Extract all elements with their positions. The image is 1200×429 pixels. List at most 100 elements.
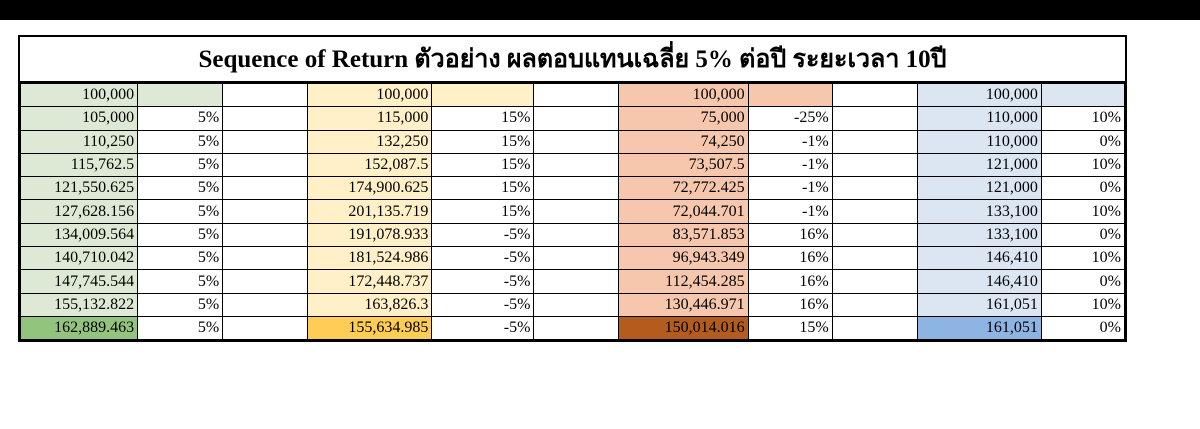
spacer-cell — [831, 106, 918, 131]
spacer-cell — [222, 106, 309, 131]
spacer-cell — [831, 152, 918, 178]
yellow-rate-cell: -5% — [431, 222, 535, 248]
blue-rate-cell: 0% — [1040, 129, 1126, 154]
yellow-value-cell: 191,078.933 — [307, 222, 433, 248]
green-value-cell: 105,000 — [19, 106, 139, 131]
data-grid: 100,000 100,000 100,000 100,000 105,000 5% 115… — [19, 82, 1126, 341]
blue-rate-cell: 0% — [1040, 222, 1126, 248]
orange-value-cell: 72,772.425 — [618, 176, 749, 201]
spacer-cell — [533, 152, 620, 178]
orange-rate-cell: -25% — [747, 106, 833, 131]
yellow-rate-cell: 15% — [431, 199, 535, 224]
spreadsheet-table: Sequence of Return ตัวอย่าง ผลตอบแทนเฉลี… — [18, 35, 1127, 343]
spacer-cell — [533, 106, 620, 131]
spacer-cell — [222, 152, 309, 178]
yellow-rate-cell: -5% — [431, 269, 535, 294]
spacer-cell — [222, 199, 309, 224]
orange-rate-cell — [747, 82, 833, 108]
table-row: 127,628.156 5% 201,135.719 15% 72,044.701 -1%… — [19, 199, 1126, 224]
table-row: 105,000 5% 115,000 15% 75,000 -25% 110,000 10% — [19, 106, 1126, 131]
orange-rate-cell: -1% — [747, 129, 833, 154]
blue-value-cell: 121,000 — [916, 152, 1042, 178]
green-rate-cell: 5% — [137, 152, 224, 178]
green-value-cell: 121,550.625 — [19, 176, 139, 201]
orange-rate-cell: 15% — [747, 315, 833, 341]
yellow-value-cell: 132,250 — [307, 129, 433, 154]
yellow-rate-cell: 15% — [431, 106, 535, 131]
spacer-cell — [533, 129, 620, 154]
table-row: 115,762.5 5% 152,087.5 15% 73,507.5 -1% 121,00… — [19, 152, 1126, 178]
table-row: 155,132.822 5% 163,826.3 -5% 130,446.971 16% 1… — [19, 292, 1126, 317]
green-value-cell: 162,889.463 — [19, 315, 139, 341]
green-rate-cell: 5% — [137, 129, 224, 154]
green-rate-cell: 5% — [137, 176, 224, 201]
spacer-cell — [831, 199, 918, 224]
green-value-cell: 134,009.564 — [19, 222, 139, 248]
spacer-cell — [533, 315, 620, 341]
green-value-cell: 147,745.544 — [19, 269, 139, 294]
yellow-rate-cell: -5% — [431, 315, 535, 341]
blue-rate-cell: 0% — [1040, 176, 1126, 201]
orange-value-cell: 112,454.285 — [618, 269, 749, 294]
orange-rate-cell: -1% — [747, 176, 833, 201]
spacer-cell — [831, 222, 918, 248]
table-row: 121,550.625 5% 174,900.625 15% 72,772.425 -1%… — [19, 176, 1126, 201]
spacer-cell — [533, 199, 620, 224]
spacer-cell — [533, 269, 620, 294]
blue-value-cell: 110,000 — [916, 129, 1042, 154]
blue-value-cell: 133,100 — [916, 222, 1042, 248]
yellow-rate-cell: 15% — [431, 152, 535, 178]
table-row: 140,710.042 5% 181,524.986 -5% 96,943.349 16%… — [19, 246, 1126, 271]
table-row: 134,009.564 5% 191,078.933 -5% 83,571.853 16%… — [19, 222, 1126, 248]
table-row: 147,745.544 5% 172,448.737 -5% 112,454.285 16… — [19, 269, 1126, 294]
green-value-cell: 155,132.822 — [19, 292, 139, 317]
green-rate-cell: 5% — [137, 246, 224, 271]
green-value-cell: 127,628.156 — [19, 199, 139, 224]
orange-rate-cell: -1% — [747, 152, 833, 178]
spacer-cell — [831, 292, 918, 317]
green-rate-cell: 5% — [137, 292, 224, 317]
yellow-value-cell: 163,826.3 — [307, 292, 433, 317]
yellow-rate-cell: -5% — [431, 246, 535, 271]
orange-value-cell: 83,571.853 — [618, 222, 749, 248]
spacer-cell — [222, 269, 309, 294]
spacer-cell — [222, 129, 309, 154]
orange-value-cell: 72,044.701 — [618, 199, 749, 224]
orange-value-cell: 75,000 — [618, 106, 749, 131]
green-value-cell: 100,000 — [19, 82, 139, 108]
spacer-cell — [222, 246, 309, 271]
orange-value-cell: 74,250 — [618, 129, 749, 154]
green-rate-cell: 5% — [137, 269, 224, 294]
yellow-rate-cell — [431, 82, 535, 108]
table-title: Sequence of Return ตัวอย่าง ผลตอบแทนเฉลี… — [20, 37, 1125, 83]
blue-value-cell: 161,051 — [916, 315, 1042, 341]
blue-value-cell: 121,000 — [916, 176, 1042, 201]
blue-rate-cell: 0% — [1040, 269, 1126, 294]
orange-rate-cell: -1% — [747, 199, 833, 224]
orange-rate-cell: 16% — [747, 246, 833, 271]
yellow-value-cell: 152,087.5 — [307, 152, 433, 178]
green-rate-cell: 5% — [137, 222, 224, 248]
spacer-cell — [533, 82, 620, 108]
green-value-cell: 115,762.5 — [19, 152, 139, 178]
spacer-cell — [533, 246, 620, 271]
spacer-cell — [222, 315, 309, 341]
spacer-cell — [533, 222, 620, 248]
blue-value-cell: 110,000 — [916, 106, 1042, 131]
yellow-value-cell: 100,000 — [307, 82, 433, 108]
blue-rate-cell: 10% — [1040, 106, 1126, 131]
green-value-cell: 140,710.042 — [19, 246, 139, 271]
yellow-rate-cell: -5% — [431, 292, 535, 317]
blue-rate-cell: 0% — [1040, 315, 1126, 341]
spacer-cell — [222, 176, 309, 201]
spacer-cell — [533, 176, 620, 201]
orange-value-cell: 100,000 — [618, 82, 749, 108]
green-rate-cell: 5% — [137, 199, 224, 224]
table-row: 110,250 5% 132,250 15% 74,250 -1% 110,000 0% — [19, 129, 1126, 154]
blue-value-cell: 146,410 — [916, 269, 1042, 294]
blue-value-cell: 100,000 — [916, 82, 1042, 108]
spacer-cell — [831, 315, 918, 341]
yellow-value-cell: 181,524.986 — [307, 246, 433, 271]
green-value-cell: 110,250 — [19, 129, 139, 154]
blue-rate-cell: 10% — [1040, 246, 1126, 271]
